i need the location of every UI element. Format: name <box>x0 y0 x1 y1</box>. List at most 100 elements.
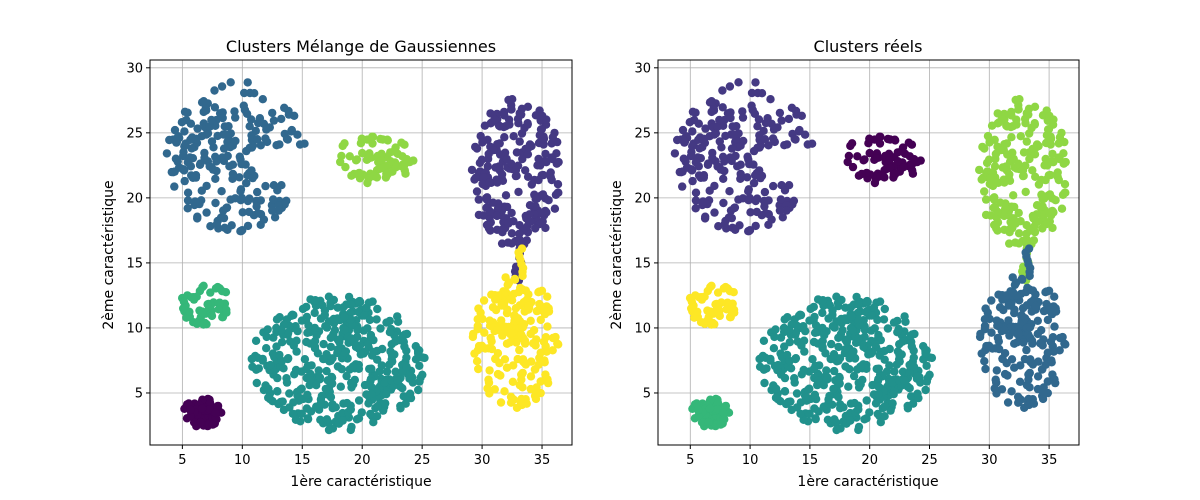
left-point <box>269 116 279 125</box>
right-point <box>707 107 716 117</box>
left-point <box>368 132 378 141</box>
right-point <box>907 342 916 351</box>
right-point <box>788 200 797 209</box>
left-point <box>507 229 517 238</box>
right-point <box>900 376 909 385</box>
right-point <box>1003 398 1013 407</box>
left-point <box>511 166 521 175</box>
right-point <box>1030 150 1040 159</box>
left-point <box>415 361 424 370</box>
right-x-tick-label: 10 <box>742 453 759 468</box>
left-point <box>500 387 509 396</box>
right-point <box>1022 345 1031 355</box>
right-point <box>757 89 767 98</box>
right-point <box>1024 110 1033 119</box>
right-point <box>723 298 732 307</box>
right-point <box>1016 132 1025 141</box>
right-point <box>987 296 996 305</box>
left-point <box>521 166 530 175</box>
left-point <box>262 125 271 134</box>
right-point <box>984 155 994 164</box>
right-point <box>1043 125 1053 134</box>
right-point <box>1042 287 1051 296</box>
left-point <box>243 196 253 206</box>
left-point <box>539 134 549 144</box>
left-point <box>505 338 515 347</box>
left-point <box>543 322 552 331</box>
left-point <box>242 178 251 188</box>
left-point <box>328 379 337 388</box>
right-y-tick-label: 25 <box>634 126 651 141</box>
left-point <box>507 159 516 168</box>
left-point <box>497 316 506 325</box>
left-point <box>244 207 254 217</box>
right-point <box>998 354 1007 364</box>
right-point <box>1034 357 1043 366</box>
left-point <box>302 404 311 413</box>
left-point <box>358 148 367 158</box>
right-point <box>691 204 700 213</box>
right-point <box>736 174 745 183</box>
right-point <box>903 404 913 413</box>
right-point <box>687 166 697 175</box>
right-point <box>885 156 894 165</box>
right-point <box>687 304 696 313</box>
right-point <box>921 385 930 395</box>
left-x-axis-label: 1ère caractéristique <box>290 474 431 490</box>
left-point <box>536 315 545 325</box>
left-point <box>199 320 208 329</box>
left-axes: 5 10 15 20 25 30 35 5 10 15 20 25 30 <box>126 59 573 468</box>
right-point <box>803 385 813 394</box>
left-point <box>488 198 498 207</box>
right-point <box>980 357 989 366</box>
left-point <box>198 308 207 318</box>
left-point <box>365 315 375 325</box>
left-point <box>477 155 487 164</box>
left-point <box>507 105 516 114</box>
left-point <box>186 135 195 144</box>
right-point <box>759 365 769 374</box>
left-point <box>183 196 193 205</box>
left-point <box>352 415 362 424</box>
left-point <box>385 328 395 337</box>
left-point <box>235 152 244 161</box>
left-point <box>526 217 535 226</box>
right-point <box>1038 224 1047 233</box>
left-point <box>186 411 195 421</box>
right-point <box>710 208 719 217</box>
right-point <box>846 303 855 312</box>
left-x-tick-label: 25 <box>414 453 431 468</box>
right-point <box>691 108 700 117</box>
left-point <box>240 88 249 98</box>
right-point <box>768 134 778 143</box>
right-point <box>734 78 743 87</box>
right-point <box>860 155 869 164</box>
right-point <box>889 390 898 399</box>
right-point <box>1002 122 1012 131</box>
left-point <box>179 166 189 175</box>
right-point <box>885 361 894 370</box>
left-point <box>541 333 551 342</box>
left-point <box>491 354 500 364</box>
left-point <box>383 169 393 178</box>
right-point <box>792 389 802 398</box>
left-point <box>218 113 227 123</box>
right-point <box>922 377 931 386</box>
left-point <box>517 129 527 138</box>
right-point <box>780 342 789 351</box>
right-point <box>880 304 889 314</box>
left-point <box>209 143 218 152</box>
right-point <box>854 334 863 343</box>
right-point <box>694 162 703 171</box>
right-point <box>883 134 893 144</box>
left-point <box>304 321 313 330</box>
left-point <box>316 395 326 404</box>
left-point <box>470 349 479 358</box>
right-point <box>725 82 735 91</box>
left-point <box>484 375 493 384</box>
right-point <box>865 408 874 417</box>
left-point <box>548 154 557 164</box>
right-point <box>818 342 827 351</box>
left-point <box>287 311 296 320</box>
right-point <box>1012 338 1022 347</box>
